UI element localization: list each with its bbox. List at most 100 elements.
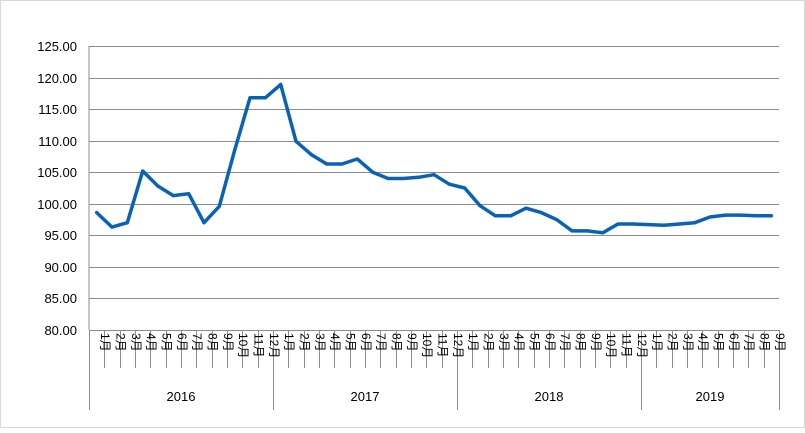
x-month-label: 4月 bbox=[696, 333, 710, 352]
x-month-label: 3月 bbox=[129, 333, 143, 352]
x-month-label: 5月 bbox=[712, 333, 726, 352]
data-series bbox=[94, 82, 774, 235]
x-month-label: 11月 bbox=[436, 333, 450, 357]
x-month-label: 8月 bbox=[390, 333, 404, 352]
data-point bbox=[217, 204, 221, 208]
data-point bbox=[723, 213, 727, 217]
y-tick-label: 100.00 bbox=[37, 197, 77, 212]
data-point bbox=[371, 170, 375, 174]
x-month-label: 9月 bbox=[589, 333, 603, 352]
data-point bbox=[693, 221, 697, 225]
x-month-label: 6月 bbox=[359, 333, 373, 352]
data-point bbox=[171, 194, 175, 198]
y-tick-label: 120.00 bbox=[37, 71, 77, 86]
x-month-label: 7月 bbox=[190, 333, 204, 352]
x-axis-year-labels: 2016 2017 2018 2019 bbox=[167, 389, 725, 404]
x-year-label: 2016 bbox=[167, 389, 196, 404]
x-month-label: 8月 bbox=[206, 333, 220, 352]
data-point bbox=[417, 175, 421, 179]
x-month-label: 5月 bbox=[528, 333, 542, 352]
x-month-label: 2月 bbox=[114, 333, 128, 352]
y-tick-label: 80.00 bbox=[44, 323, 77, 338]
data-point bbox=[478, 204, 482, 208]
x-month-label: 9月 bbox=[405, 333, 419, 352]
y-tick-label: 115.00 bbox=[38, 102, 77, 117]
data-point bbox=[432, 173, 436, 177]
x-month-label: 10月 bbox=[604, 333, 618, 358]
data-point bbox=[187, 192, 191, 196]
x-month-label: 4月 bbox=[328, 333, 342, 352]
data-point bbox=[125, 221, 129, 225]
data-point bbox=[233, 148, 237, 152]
data-point bbox=[493, 214, 497, 218]
y-tick-label: 95.00 bbox=[44, 228, 77, 243]
data-point bbox=[524, 206, 528, 210]
category-axis bbox=[88, 46, 780, 410]
x-year-label: 2018 bbox=[535, 389, 564, 404]
x-month-label: 1月 bbox=[466, 333, 480, 352]
x-month-label: 1月 bbox=[282, 333, 296, 352]
data-point bbox=[539, 211, 543, 215]
data-point bbox=[401, 176, 405, 181]
y-tick-label: 90.00 bbox=[44, 260, 77, 275]
data-point bbox=[616, 222, 620, 226]
x-month-label: 9月 bbox=[221, 333, 235, 352]
data-point bbox=[739, 213, 743, 217]
gridlines bbox=[89, 46, 779, 331]
data-point bbox=[754, 214, 758, 218]
x-month-label: 6月 bbox=[175, 333, 189, 352]
y-axis-tick-labels: 80.00 85.00 90.00 95.00 100.00 105.00 110.00 11… bbox=[37, 39, 77, 338]
y-tick-label: 125.00 bbox=[37, 39, 77, 54]
data-point bbox=[355, 157, 359, 161]
data-point bbox=[279, 82, 283, 87]
x-month-label: 8月 bbox=[574, 333, 588, 352]
x-month-label: 2月 bbox=[298, 333, 312, 352]
x-month-label: 6月 bbox=[543, 333, 557, 352]
x-month-label: 7月 bbox=[374, 333, 388, 352]
x-axis-month-labels: 1月 2月 3月 4月 5月 6月 7月 8月 9月 10月 11月 12月 1月 2月 3月 4月 5月 6月 7… bbox=[98, 333, 787, 358]
data-point bbox=[570, 229, 574, 233]
data-point bbox=[555, 218, 559, 222]
x-month-label: 9月 bbox=[773, 333, 787, 352]
x-month-label: 11月 bbox=[620, 333, 634, 357]
data-point bbox=[509, 214, 513, 218]
data-point bbox=[156, 184, 160, 188]
data-point bbox=[202, 221, 206, 225]
data-point bbox=[248, 96, 252, 100]
data-point bbox=[647, 223, 651, 227]
data-point bbox=[585, 229, 589, 233]
data-point bbox=[769, 214, 773, 218]
x-month-label: 7月 bbox=[558, 333, 572, 352]
x-year-label: 2019 bbox=[696, 389, 725, 404]
data-point bbox=[447, 182, 451, 186]
y-tick-label: 105.00 bbox=[37, 165, 77, 180]
x-month-label: 1月 bbox=[650, 333, 664, 352]
y-tick-label: 85.00 bbox=[44, 291, 77, 306]
data-point bbox=[631, 222, 635, 226]
x-month-label: 2月 bbox=[666, 333, 680, 352]
data-point bbox=[677, 222, 681, 226]
x-month-label: 10月 bbox=[236, 333, 250, 358]
x-month-label: 1月 bbox=[98, 333, 112, 352]
data-point bbox=[309, 153, 313, 157]
x-month-label: 2月 bbox=[482, 333, 496, 352]
x-month-label: 3月 bbox=[681, 333, 695, 352]
y-tick-label: 110.00 bbox=[38, 134, 77, 149]
x-month-label: 3月 bbox=[497, 333, 511, 352]
data-point bbox=[263, 96, 267, 100]
x-month-label: 12月 bbox=[267, 333, 281, 358]
x-month-label: 4月 bbox=[512, 333, 526, 352]
x-month-label: 12月 bbox=[451, 333, 465, 358]
data-point bbox=[141, 169, 145, 173]
x-month-label: 6月 bbox=[727, 333, 741, 352]
data-point bbox=[294, 139, 298, 143]
x-month-label: 7月 bbox=[742, 333, 756, 352]
data-point bbox=[386, 176, 390, 181]
data-point bbox=[340, 162, 344, 166]
x-month-label: 5月 bbox=[160, 333, 174, 352]
data-point bbox=[662, 223, 666, 227]
data-point bbox=[463, 186, 467, 190]
x-month-label: 5月 bbox=[344, 333, 358, 352]
